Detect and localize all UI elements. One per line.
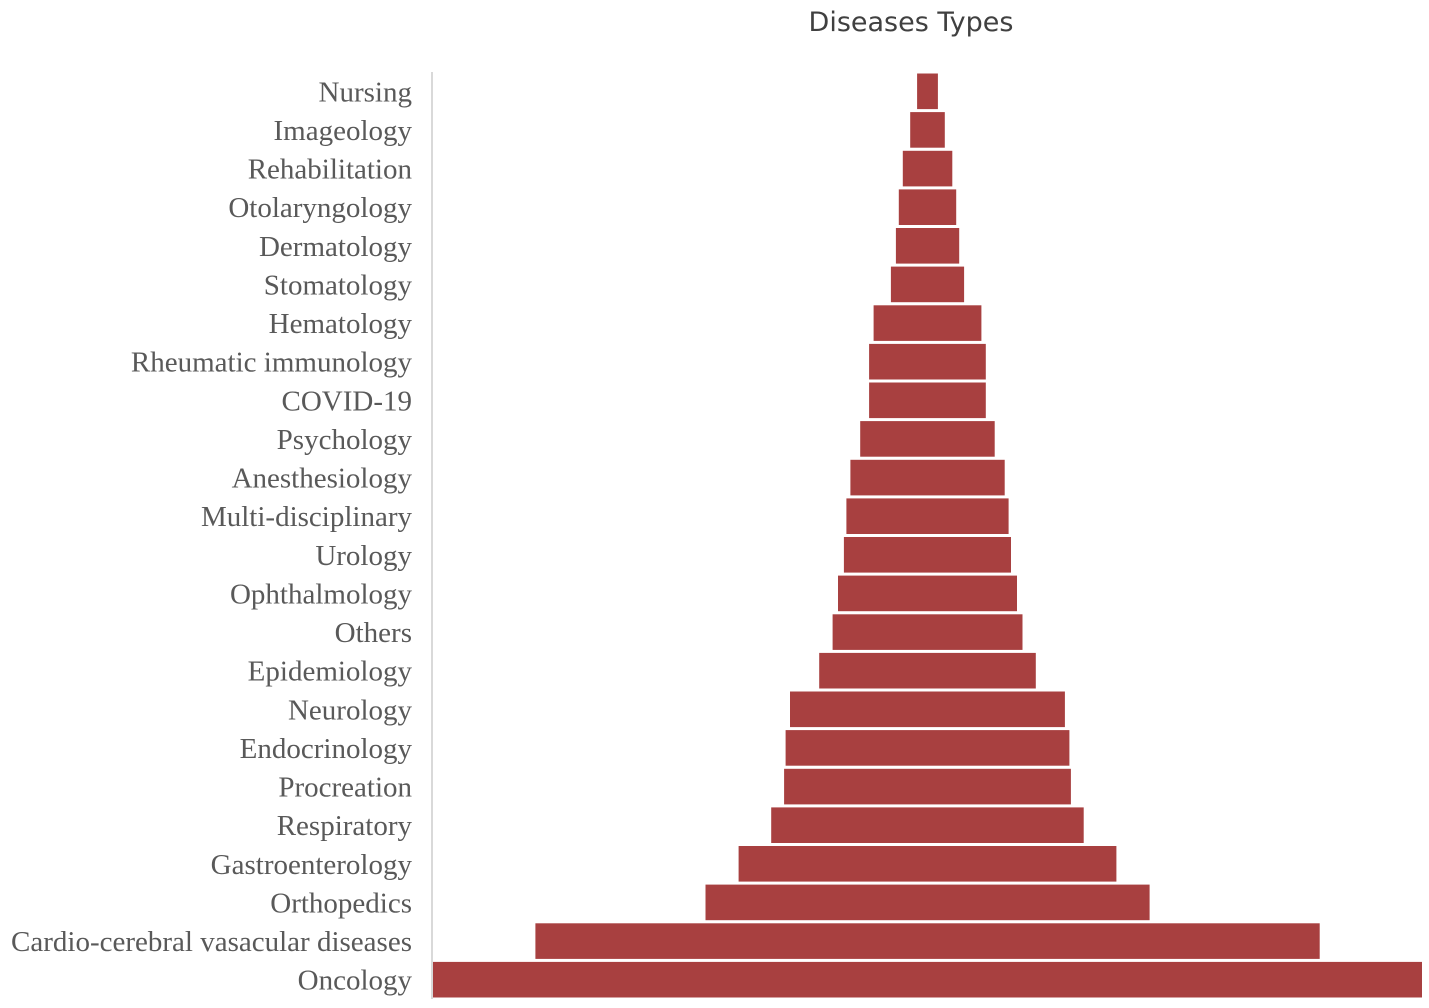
category-label-stomatology: Stomatology xyxy=(264,269,413,301)
bar-orthopedics xyxy=(705,884,1150,921)
category-labels-group: Nursing Imageology Rehabilitation Otolaryng… xyxy=(11,76,412,996)
bar-psychology xyxy=(860,421,995,457)
category-label-cardio-cerebral-vasacular-diseases: Cardio-cerebral vasacular diseases xyxy=(11,926,412,958)
category-label-multi-disciplinary: Multi-disciplinary xyxy=(201,501,413,533)
category-label-nursing: Nursing xyxy=(319,76,412,108)
category-label-respiratory: Respiratory xyxy=(277,810,413,842)
category-label-neurology: Neurology xyxy=(288,694,413,726)
category-label-gastroenterology: Gastroenterology xyxy=(211,849,413,881)
bar-cardio-cerebral-vasacular-diseases xyxy=(535,923,1320,959)
category-label-orthopedics: Orthopedics xyxy=(270,887,412,919)
bar-multi-disciplinary xyxy=(846,498,1009,534)
bar-neurology xyxy=(790,691,1065,728)
bar-hematology xyxy=(873,305,982,341)
category-label-epidemiology: Epidemiology xyxy=(248,656,413,688)
category-label-otolaryngology: Otolaryngology xyxy=(228,192,412,224)
bar-rheumatic-immunology xyxy=(869,343,986,380)
category-label-procreation: Procreation xyxy=(278,772,412,804)
bar-otolaryngology xyxy=(898,189,957,225)
bar-urology xyxy=(843,537,1011,573)
bar-ophthalmology xyxy=(838,575,1017,612)
bar-dermatology xyxy=(895,228,960,264)
category-label-covid-19: COVID-19 xyxy=(282,385,413,417)
bar-imageology xyxy=(910,112,945,148)
category-label-psychology: Psychology xyxy=(277,424,413,456)
category-label-dermatology: Dermatology xyxy=(259,231,413,263)
bar-nursing xyxy=(917,73,938,110)
category-label-imageology: Imageology xyxy=(273,115,412,147)
bar-epidemiology xyxy=(819,652,1036,689)
bar-procreation xyxy=(784,768,1071,805)
category-label-oncology: Oncology xyxy=(298,965,413,997)
bar-stomatology xyxy=(890,266,965,303)
category-label-others: Others xyxy=(335,617,412,649)
bar-anesthesiology xyxy=(850,459,1005,496)
category-label-endocrinology: Endocrinology xyxy=(240,733,413,765)
chart-title: Diseases Types xyxy=(809,7,1014,38)
bars-group xyxy=(433,73,1422,998)
category-label-rehabilitation: Rehabilitation xyxy=(248,154,413,186)
bar-oncology xyxy=(433,961,1422,998)
bar-endocrinology xyxy=(785,730,1070,766)
bar-covid-19 xyxy=(869,382,986,419)
category-label-urology: Urology xyxy=(315,540,412,572)
bar-rehabilitation xyxy=(902,150,953,187)
bar-gastroenterology xyxy=(738,846,1117,882)
category-label-hematology: Hematology xyxy=(269,308,413,340)
bar-others xyxy=(832,614,1023,650)
category-label-rheumatic-immunology: Rheumatic immunology xyxy=(131,347,413,379)
bar-respiratory xyxy=(771,807,1084,843)
category-label-ophthalmology: Ophthalmology xyxy=(230,578,413,610)
category-label-anesthesiology: Anesthesiology xyxy=(232,463,413,495)
